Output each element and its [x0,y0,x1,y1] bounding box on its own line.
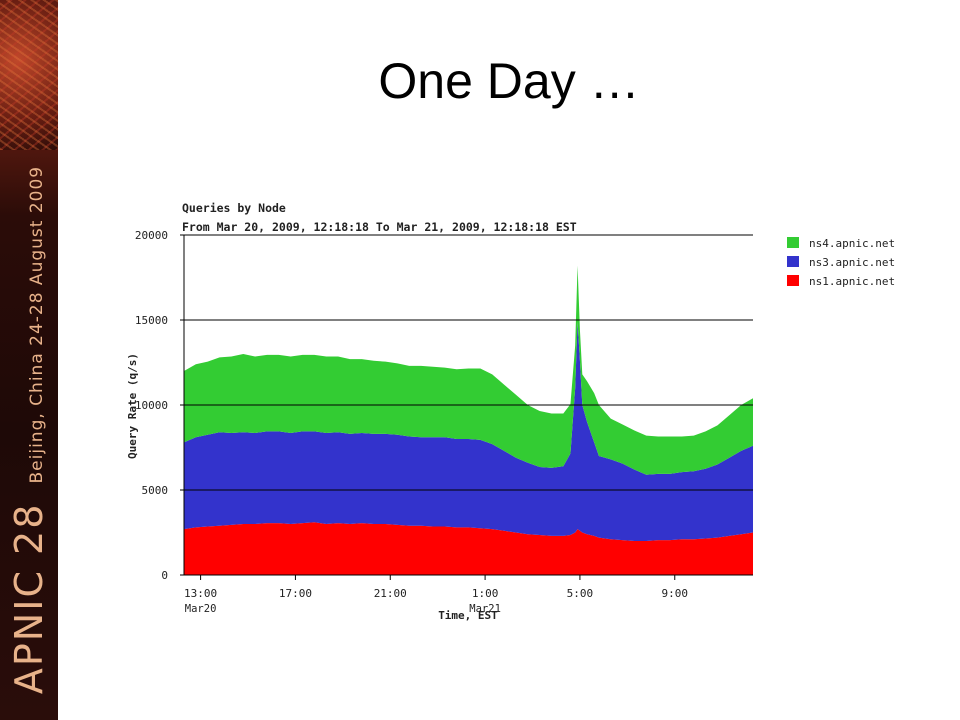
x-tick-label-13:00: 13:00 [184,587,217,600]
y-tick-label-10000: 10000 [135,399,168,412]
legend-swatch-ns3 [787,256,799,267]
y-axis: 0 5000 10000 15000 20000 [135,229,184,582]
banner-text: APNIC 28 Beijing, China 24-28 August 200… [7,166,51,694]
grid-lines [183,234,753,576]
x-tick-date-Mar21: Mar21 [469,603,501,615]
y-axis-label: Query Rate (q/s) [126,353,139,459]
area-ns4 [184,265,753,475]
y-tick-label-0: 0 [161,569,168,582]
chart-subtitle: From Mar 20, 2009, 12:18:18 To Mar 21, 2… [182,220,577,234]
banner-event: APNIC 28 [7,502,51,695]
legend-swatch-ns1 [787,275,799,286]
x-tick-label-17:00: 17:00 [279,587,312,600]
y-tick-label-15000: 15000 [135,314,168,327]
legend-swatch-ns4 [787,237,799,248]
legend-label-ns3: ns3.apnic.net [809,256,895,269]
conference-banner: APNIC 28 Beijing, China 24-28 August 200… [0,0,58,720]
slide-title: One Day … [378,53,640,109]
banner-artwork [0,0,58,150]
query-chart: Queries by Node From Mar 20, 2009, 12:18… [126,201,895,622]
x-tick-label-1:00: 1:00 [472,587,499,600]
x-tick-date-Mar20: Mar20 [185,603,217,615]
y-tick-label-5000: 5000 [142,484,169,497]
x-tick-label-9:00: 9:00 [662,587,689,600]
y-tick-label-20000: 20000 [135,229,168,242]
legend-label-ns1: ns1.apnic.net [809,275,895,288]
x-axis-label: Time, EST [438,609,498,622]
x-axis: 13:00 Mar20 17:00 21:00 1:00 Mar21 5:00 9:00 [184,575,688,615]
banner-location: Beijing, China 24-28 August 2009 [27,165,47,484]
area-ns3 [184,321,753,541]
area-layers [184,265,753,575]
legend: ns4.apnic.net ns3.apnic.net ns1.apnic.net [787,237,895,288]
x-tick-label-5:00: 5:00 [567,587,594,600]
legend-label-ns4: ns4.apnic.net [809,237,895,250]
chart-title: Queries by Node [182,201,286,215]
area-ns1 [184,522,753,575]
x-tick-label-21:00: 21:00 [374,587,407,600]
